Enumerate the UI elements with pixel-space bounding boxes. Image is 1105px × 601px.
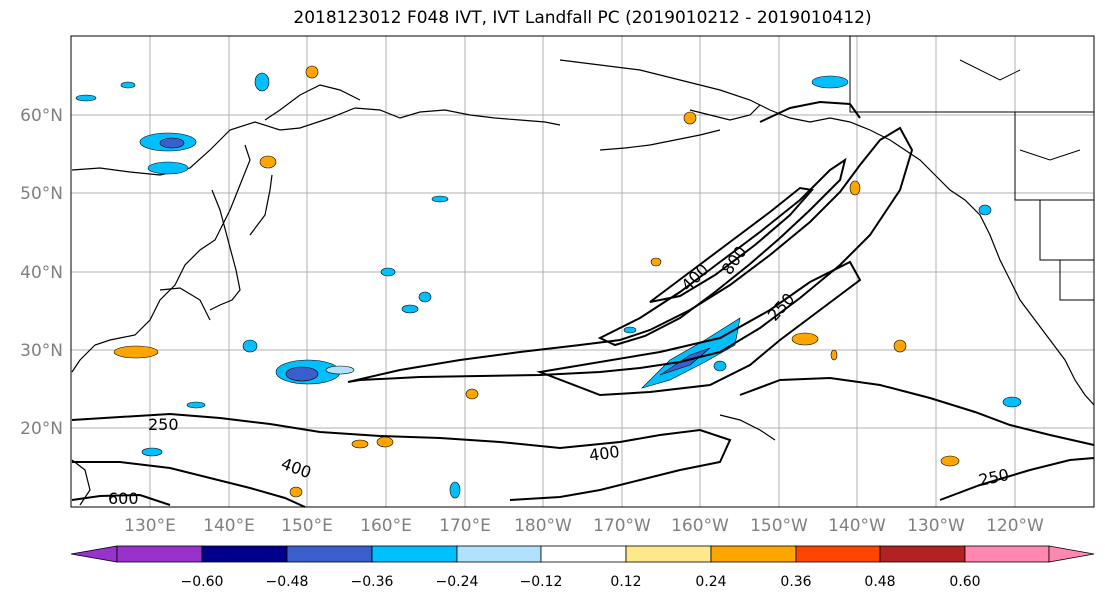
- lon-label: 160°W: [671, 516, 729, 536]
- lon-label: 140°W: [828, 516, 886, 536]
- lon-label: 170°E: [439, 516, 491, 536]
- lon-label: 120°W: [986, 516, 1044, 536]
- lon-label: 150°W: [750, 516, 808, 536]
- colorbar-bin: [964, 545, 1050, 563]
- colorbar-tick-label: −0.24: [436, 574, 479, 590]
- colorbar-bin: [710, 545, 797, 563]
- borders: [849, 36, 1094, 301]
- colorbar-bin: [456, 545, 542, 563]
- contour-label: 600: [108, 489, 139, 508]
- lon-label: 160°E: [360, 516, 412, 536]
- colorbar-tick-label: 0.36: [780, 574, 811, 590]
- colorbar-tick-label: −0.48: [266, 574, 309, 590]
- colorbar-bin: [286, 545, 373, 563]
- lon-label: 130°E: [124, 516, 176, 536]
- lon-label: 130°W: [907, 516, 965, 536]
- colorbar-tick-label: 0.60: [949, 574, 980, 590]
- lat-label: 40°N: [20, 263, 63, 283]
- colorbar: [70, 545, 1095, 563]
- colorbar-bin: [201, 545, 288, 563]
- lon-label: 150°E: [281, 516, 333, 536]
- contour-label: 400: [588, 442, 621, 465]
- lat-label: 20°N: [20, 419, 63, 439]
- ivt-contours: [71, 100, 1095, 508]
- colorbar-bin: [795, 545, 881, 563]
- map-panel: 250 400 600 400 250 400 800 250: [70, 35, 1095, 508]
- colorbar-tick-label: −0.12: [520, 574, 563, 590]
- colorbar-tick-labels: −0.60 −0.48 −0.36 −0.24 −0.12 0.12 0.24 …: [181, 574, 981, 590]
- colorbar-tick-label: −0.36: [351, 574, 394, 590]
- colorbar-bin: [625, 545, 712, 563]
- lon-label: 180°W: [514, 516, 572, 536]
- colorbar-min-extend: [70, 545, 118, 563]
- lat-label: 30°N: [20, 341, 63, 361]
- colorbar-tick-label: −0.60: [181, 574, 224, 590]
- map-title: 2018123012 F048 IVT, IVT Landfall PC (20…: [293, 8, 872, 28]
- colorbar-max-extend: [1048, 545, 1095, 563]
- latitude-labels: 60°N 50°N 40°N 30°N 20°N: [20, 106, 63, 439]
- lat-label: 50°N: [20, 184, 63, 204]
- colorbar-bin: [371, 545, 458, 563]
- colorbar-tick-label: 0.12: [610, 574, 641, 590]
- shaded-anomalies: [75, 65, 1022, 499]
- lon-label: 140°E: [203, 516, 255, 536]
- lon-label: 170°W: [593, 516, 651, 536]
- contour-label: 250: [148, 415, 179, 434]
- colorbar-tick-label: 0.24: [695, 574, 726, 590]
- colorbar-bin: [879, 545, 966, 563]
- colorbar-bin: [116, 545, 203, 563]
- lat-label: 60°N: [20, 106, 63, 126]
- colorbar-tick-label: 0.48: [864, 574, 895, 590]
- colorbar-bin: [540, 545, 627, 563]
- longitude-labels: 130°E 140°E 150°E 160°E 170°E 180°W 170°…: [124, 516, 1044, 536]
